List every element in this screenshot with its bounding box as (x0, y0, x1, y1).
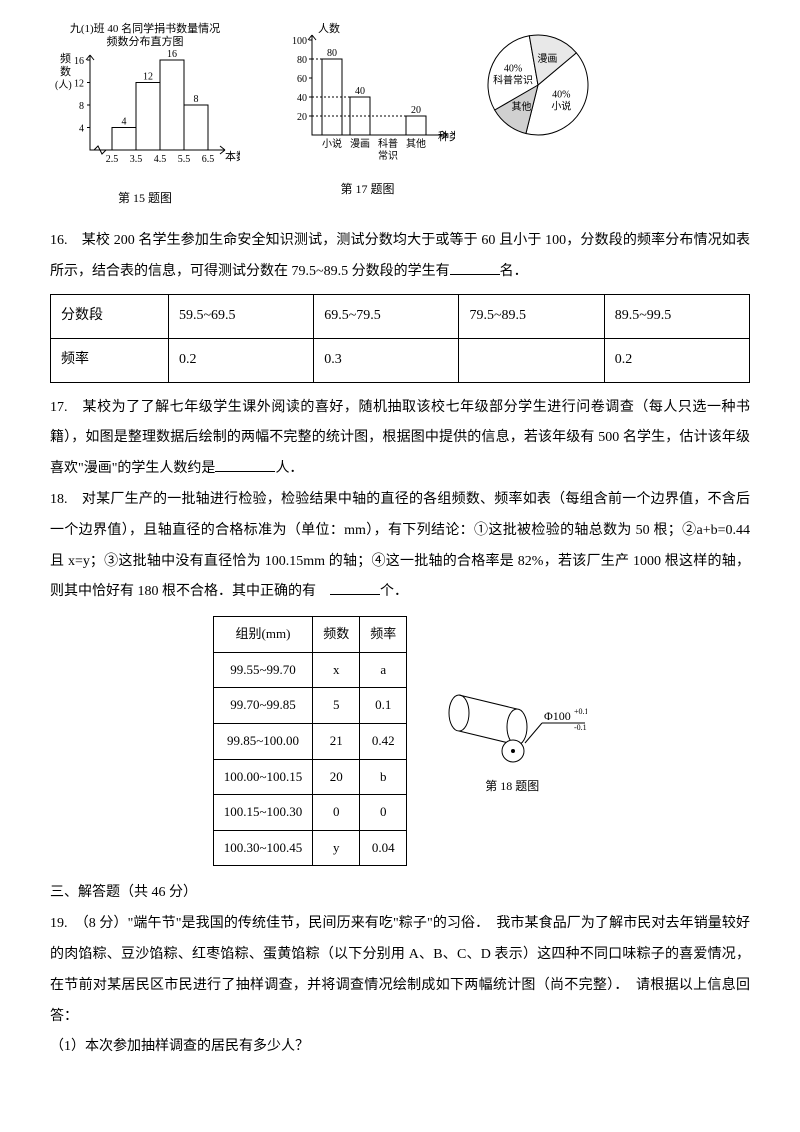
svg-text:40: 40 (297, 93, 307, 104)
svg-text:+0.15: +0.15 (574, 707, 587, 716)
svg-text:人数: 人数 (318, 22, 340, 35)
svg-text:8: 8 (194, 94, 199, 105)
svg-text:80: 80 (297, 55, 307, 66)
svg-text:8: 8 (79, 101, 84, 112)
svg-text:Φ100: Φ100 (544, 709, 571, 723)
svg-text:20: 20 (411, 105, 421, 116)
table-row: 100.30~100.45y0.04 (213, 830, 407, 866)
svg-text:频: 频 (60, 51, 71, 65)
svg-text:科普常识: 科普常识 (493, 73, 533, 86)
svg-text:数: 数 (60, 65, 71, 78)
section3-title: 三、解答题（共 46 分） (50, 878, 750, 909)
svg-text:100: 100 (292, 36, 307, 47)
q18-blank[interactable] (330, 581, 380, 595)
q16-table: 分数段 59.5~69.5 69.5~79.5 79.5~89.5 89.5~9… (50, 294, 750, 383)
svg-text:小说: 小说 (322, 137, 342, 150)
q18-text: 18. 对某厂生产的一批轴进行检验，检验结果中轴的直径的各组频数、频率如表（每组… (50, 485, 750, 608)
svg-text:-0.15: -0.15 (574, 723, 587, 732)
table-row: 100.00~100.1520b (213, 759, 407, 795)
svg-text:漫画: 漫画 (350, 138, 370, 150)
svg-text:12: 12 (74, 79, 84, 90)
table-row: 99.70~99.8550.1 (213, 688, 407, 724)
table-row: 99.85~100.00210.42 (213, 723, 407, 759)
svg-text:其他: 其他 (406, 137, 426, 150)
cylinder-icon: Φ100 +0.15 -0.15 (437, 683, 587, 773)
svg-text:4.5: 4.5 (154, 154, 167, 165)
svg-text:其他: 其他 (511, 100, 531, 113)
fig15-chart: 九(1)班 40 名同学捐书数量情况 频数分布直方图 频 数 (人) 4 8 12 1… (50, 20, 240, 185)
fig17-caption: 第 17 题图 (280, 176, 455, 202)
svg-text:小说: 小说 (551, 100, 571, 113)
svg-text:40: 40 (355, 86, 365, 97)
svg-text:16: 16 (167, 49, 177, 60)
svg-text:12: 12 (143, 72, 153, 83)
svg-text:4: 4 (122, 117, 127, 128)
q19-sub1: （1）本次参加抽样调查的居民有多少人？ (50, 1032, 750, 1063)
svg-text:(人): (人) (55, 79, 72, 91)
svg-text:3.5: 3.5 (130, 154, 143, 165)
svg-text:2.5: 2.5 (106, 154, 119, 165)
q16-blank[interactable] (450, 261, 500, 275)
svg-text:科普: 科普 (378, 137, 398, 150)
table-row: 频率 0.2 0.3 0.2 (51, 338, 750, 382)
fig17: 20406080100小说漫画科普常识其他 804020 人数 种类 第 17 … (280, 20, 603, 211)
svg-text:60: 60 (297, 74, 307, 85)
fig17-bar: 20 40 60 80 100 小说漫画科普常识其他 80 40 20 人数 种类 (280, 20, 455, 180)
svg-text:本数: 本数 (225, 149, 240, 163)
q19-text: 19. （8 分）"端午节"是我国的传统佳节，民间历来有吃"粽子"的习俗． 我市… (50, 909, 750, 1032)
svg-text:40%: 40% (552, 90, 570, 101)
fig15-title1: 九(1)班 40 名同学捐书数量情况 (70, 21, 220, 35)
q17-text: 17. 某校为了了解七年级学生课外阅读的喜好，随机抽取该校七年级部分学生进行问卷… (50, 393, 750, 485)
svg-text:常识: 常识 (378, 149, 398, 162)
svg-text:5.5: 5.5 (178, 154, 191, 165)
q17-blank[interactable] (215, 458, 275, 472)
svg-text:4: 4 (79, 124, 84, 135)
svg-text:80: 80 (327, 48, 337, 59)
svg-text:种类: 种类 (438, 129, 455, 143)
fig15: 九(1)班 40 名同学捐书数量情况 频数分布直方图 频 数 (人) 4 8 12 1… (50, 20, 240, 211)
fig15-caption: 第 15 题图 (50, 185, 240, 211)
table-row: 分数段 59.5~69.5 69.5~79.5 79.5~89.5 89.5~9… (51, 294, 750, 338)
table-row: 99.55~99.70xa (213, 652, 407, 688)
q18-caption: 第 18 题图 (437, 773, 587, 799)
svg-text:20: 20 (297, 112, 307, 123)
q18-table: 组别(mm) 频数 频率 99.55~99.70xa99.70~99.8550.… (213, 616, 408, 866)
fig17-pie: 40%小说其他40%科普常识漫画 (473, 20, 603, 150)
svg-text:6.5: 6.5 (202, 154, 215, 165)
figures-row: 九(1)班 40 名同学捐书数量情况 频数分布直方图 频 数 (人) 4 8 12 1… (50, 20, 750, 211)
svg-text:40%: 40% (504, 63, 522, 74)
svg-text:16: 16 (74, 56, 84, 67)
q16-text: 16. 某校 200 名学生参加生命安全知识测试，测试分数均大于或等于 60 且… (50, 226, 750, 288)
q18-figure-row: 组别(mm) 频数 频率 99.55~99.70xa99.70~99.8550.… (50, 616, 750, 866)
table-row: 100.15~100.3000 (213, 795, 407, 831)
q18-diagram: Φ100 +0.15 -0.15 第 18 题图 (437, 683, 587, 799)
svg-text:漫画: 漫画 (537, 53, 557, 65)
fig15-title2: 频数分布直方图 (107, 34, 184, 48)
